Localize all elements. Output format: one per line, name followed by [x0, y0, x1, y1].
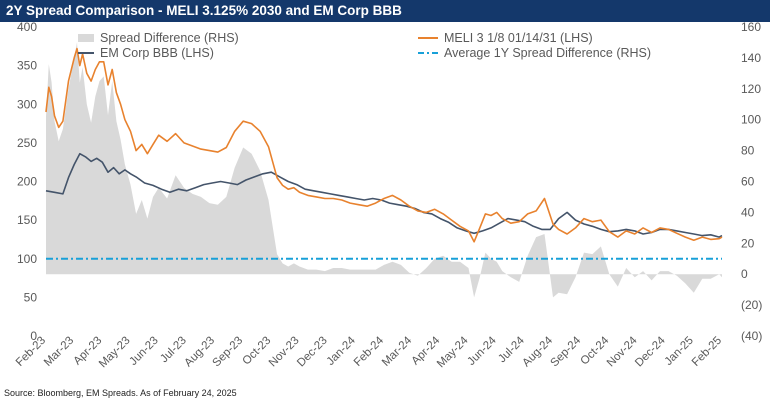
x-axis-tick-label: Nov-24	[605, 334, 640, 369]
title-bar: 2Y Spread Comparison - MELI 3.125% 2030 …	[0, 0, 770, 22]
chart-title: 2Y Spread Comparison - MELI 3.125% 2030 …	[6, 3, 402, 18]
right-axis-tick-label: 100	[741, 113, 761, 127]
chart-area: 0 50 100 150 200 250 300 350 400 (40) (20) 0 20 40 60 8…	[14, 20, 762, 371]
left-axis-tick-label: 50	[24, 290, 38, 304]
right-axis-tick-label: 80	[741, 144, 755, 158]
x-axis-tick-label: Jan-25	[663, 335, 696, 368]
x-axis-tick-label: Dec-24	[633, 334, 668, 369]
legend-label-em-corp: EM Corp BBB (LHS)	[100, 46, 214, 60]
x-axis-tick-label: Sep-24	[549, 334, 584, 369]
x-axis-tick-label: Dec-23	[295, 335, 330, 370]
legend-swatch-spread-difference	[78, 34, 94, 42]
right-axis-tick-label: (20)	[741, 298, 762, 312]
legend-label-spread-difference: Spread Difference (RHS)	[100, 31, 239, 45]
em-corp-bbb-line	[45, 152, 723, 238]
spread-difference-area	[46, 42, 722, 298]
x-axis-tick-label: Nov-23	[267, 335, 302, 370]
source-note: Source: Bloomberg, EM Spreads. As of Feb…	[4, 388, 237, 398]
left-axis-tick-label: 400	[17, 20, 37, 34]
x-axis-tick-label: Jun-24	[465, 334, 499, 368]
x-axis-tick-label: Sep-23	[211, 335, 246, 370]
left-axis-tick-label: 300	[17, 97, 37, 111]
legend-label-average: Average 1Y Spread Difference (RHS)	[444, 46, 651, 60]
right-axis-tick-label: 40	[741, 205, 755, 219]
x-axis-tick-label: Aug-24	[520, 334, 555, 369]
x-axis-tick-label: Jun-23	[127, 335, 160, 368]
right-axis-tick-label: 20	[741, 236, 755, 250]
left-axis-tick-label: 350	[17, 59, 37, 73]
x-axis-tick-label: Mar-23	[42, 335, 76, 369]
right-axis-tick-label: 60	[741, 175, 755, 189]
x-axis-tick-label: May-24	[435, 334, 471, 370]
left-axis-tick-label: 250	[17, 136, 37, 150]
left-axis-tick-label: 100	[17, 252, 37, 266]
legend: Spread Difference (RHS) MELI 3 1/8 01/14/…	[78, 31, 651, 60]
x-axis-tick-label: Feb-24	[352, 334, 387, 369]
meli-line	[45, 47, 723, 243]
legend-label-meli: MELI 3 1/8 01/14/31 (LHS)	[444, 31, 593, 45]
left-axis-tick-label: 200	[17, 175, 37, 189]
left-axis-tick-label: 150	[17, 213, 37, 227]
right-axis-tick-label: 140	[741, 51, 761, 65]
x-axis-tick-label: Mar-24	[380, 334, 415, 369]
x-axis-tick-label: Feb-25	[690, 335, 724, 369]
left-axis-tick-label: 0	[30, 329, 37, 343]
x-axis-tick-label: May-23	[97, 335, 133, 371]
right-axis-tick-label: 0	[741, 267, 748, 281]
right-axis-tick-label: (40)	[741, 329, 762, 343]
x-axis-tick-label: Aug-23	[182, 335, 217, 370]
right-axis-tick-label: 160	[741, 20, 761, 34]
right-axis-tick-label: 120	[741, 82, 761, 96]
